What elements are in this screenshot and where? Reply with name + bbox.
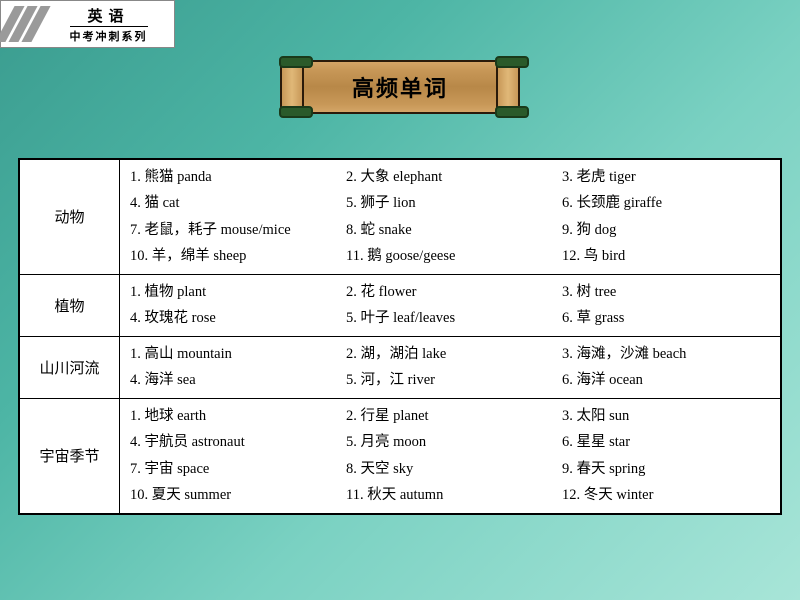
vocab-item: 3. 树 tree — [562, 281, 770, 303]
vocab-item: 1. 地球 earth — [130, 405, 338, 427]
vocab-item: 1. 植物 plant — [130, 281, 338, 303]
vocab-item: 7. 宇宙 space — [130, 458, 338, 480]
vocab-item: 10. 羊，绵羊 sheep — [130, 245, 338, 267]
category-label: 宇宙季节 — [20, 399, 120, 513]
vocab-item: 7. 老鼠，耗子 mouse/mice — [130, 219, 338, 241]
vocab-item: 8. 天空 sky — [346, 458, 554, 480]
vocab-item: 2. 花 flower — [346, 281, 554, 303]
table-row: 植物 1. 植物 plant 2. 花 flower 3. 树 tree 4. … — [20, 275, 780, 337]
vocab-item: 6. 草 grass — [562, 307, 770, 329]
vocab-item: 12. 鸟 bird — [562, 245, 770, 267]
logo-sub: 中考冲刺系列 — [70, 26, 148, 44]
category-content: 1. 地球 earth 2. 行星 planet 3. 太阳 sun 4. 宇航… — [120, 399, 780, 513]
category-content: 1. 熊猫 panda 2. 大象 elephant 3. 老虎 tiger 4… — [120, 160, 780, 274]
vocab-table: 动物 1. 熊猫 panda 2. 大象 elephant 3. 老虎 tige… — [18, 158, 782, 515]
vocab-item: 4. 猫 cat — [130, 192, 338, 214]
category-label: 植物 — [20, 275, 120, 336]
vocab-item: 12. 冬天 winter — [562, 484, 770, 506]
logo-badge: 英语 中考冲刺系列 — [0, 0, 175, 48]
vocab-item: 6. 长颈鹿 giraffe — [562, 192, 770, 214]
table-row: 山川河流 1. 高山 mountain 2. 湖，湖泊 lake 3. 海滩，沙… — [20, 337, 780, 399]
vocab-item: 3. 太阳 sun — [562, 405, 770, 427]
vocab-item: 3. 海滩，沙滩 beach — [562, 343, 770, 365]
category-content: 1. 高山 mountain 2. 湖，湖泊 lake 3. 海滩，沙滩 bea… — [120, 337, 780, 398]
table-row: 动物 1. 熊猫 panda 2. 大象 elephant 3. 老虎 tige… — [20, 160, 780, 275]
vocab-item: 9. 春天 spring — [562, 458, 770, 480]
vocab-item: 9. 狗 dog — [562, 219, 770, 241]
vocab-item: 8. 蛇 snake — [346, 219, 554, 241]
vocab-item: 1. 熊猫 panda — [130, 166, 338, 188]
title-banner: 高频单词 — [280, 60, 520, 114]
vocab-item: 2. 行星 planet — [346, 405, 554, 427]
vocab-item: 4. 海洋 sea — [130, 369, 338, 391]
vocab-item: 11. 秋天 autumn — [346, 484, 554, 506]
vocab-item: 5. 河，江 river — [346, 369, 554, 391]
logo-text: 英语 中考冲刺系列 — [47, 5, 170, 44]
vocab-item: 11. 鹅 goose/geese — [346, 245, 554, 267]
logo-main: 英语 — [87, 5, 129, 26]
vocab-item: 6. 星星 star — [562, 431, 770, 453]
vocab-item: 5. 狮子 lion — [346, 192, 554, 214]
table-row: 宇宙季节 1. 地球 earth 2. 行星 planet 3. 太阳 sun … — [20, 399, 780, 513]
category-content: 1. 植物 plant 2. 花 flower 3. 树 tree 4. 玫瑰花… — [120, 275, 780, 336]
vocab-item: 6. 海洋 ocean — [562, 369, 770, 391]
vocab-item: 4. 宇航员 astronaut — [130, 431, 338, 453]
category-label: 动物 — [20, 160, 120, 274]
scroll-right-icon — [496, 60, 520, 114]
vocab-item: 1. 高山 mountain — [130, 343, 338, 365]
vocab-item: 5. 叶子 leaf/leaves — [346, 307, 554, 329]
vocab-item: 2. 湖，湖泊 lake — [346, 343, 554, 365]
vocab-item: 5. 月亮 moon — [346, 431, 554, 453]
logo-stripes-icon — [5, 6, 41, 42]
scroll-left-icon — [280, 60, 304, 114]
vocab-item: 3. 老虎 tiger — [562, 166, 770, 188]
vocab-item: 2. 大象 elephant — [346, 166, 554, 188]
category-label: 山川河流 — [20, 337, 120, 398]
vocab-item: 10. 夏天 summer — [130, 484, 338, 506]
page-title: 高频单词 — [304, 60, 496, 114]
vocab-item: 4. 玫瑰花 rose — [130, 307, 338, 329]
